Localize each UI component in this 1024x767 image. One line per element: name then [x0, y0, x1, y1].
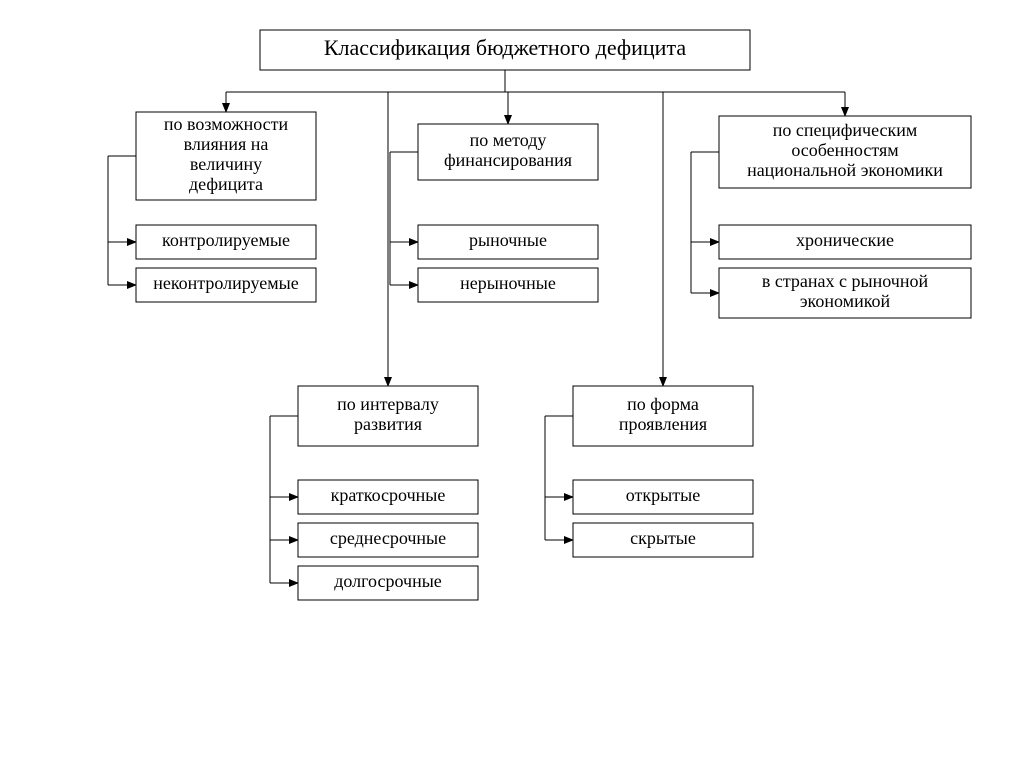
- svg-text:хронические: хронические: [796, 230, 894, 250]
- root-node: Классификация бюджетного дефицита: [260, 30, 750, 70]
- child-node: нерыночные: [418, 268, 598, 302]
- category-node: по возможностивлияния навеличинудефицита: [136, 112, 316, 200]
- child-node: контролируемые: [136, 225, 316, 259]
- child-node: среднесрочные: [298, 523, 478, 557]
- svg-text:рыночные: рыночные: [469, 230, 547, 250]
- category-node: по формапроявления: [573, 386, 753, 446]
- child-node: неконтролируемые: [136, 268, 316, 302]
- nodes-layer: Классификация бюджетного дефицита по возм…: [136, 30, 971, 600]
- category-node: по специфическимособенностямнациональной…: [719, 116, 971, 188]
- child-node: скрытые: [573, 523, 753, 557]
- svg-text:контролируемые: контролируемые: [162, 230, 290, 250]
- svg-text:Классификация бюджетного дефиц: Классификация бюджетного дефицита: [324, 35, 686, 60]
- child-node: хронические: [719, 225, 971, 259]
- category-node: по методуфинансирования: [418, 124, 598, 180]
- child-node: краткосрочные: [298, 480, 478, 514]
- child-node: в странах с рыночнойэкономикой: [719, 268, 971, 318]
- svg-text:скрытые: скрытые: [630, 528, 696, 548]
- child-node: открытые: [573, 480, 753, 514]
- svg-text:нерыночные: нерыночные: [460, 273, 556, 293]
- svg-text:среднесрочные: среднесрочные: [330, 528, 446, 548]
- svg-text:по формапроявления: по формапроявления: [619, 394, 707, 434]
- child-node: рыночные: [418, 225, 598, 259]
- svg-text:неконтролируемые: неконтролируемые: [153, 273, 299, 293]
- svg-text:открытые: открытые: [626, 485, 700, 505]
- child-node: долгосрочные: [298, 566, 478, 600]
- svg-text:долгосрочные: долгосрочные: [334, 571, 442, 591]
- svg-text:краткосрочные: краткосрочные: [331, 485, 446, 505]
- category-node: по интервалуразвития: [298, 386, 478, 446]
- classification-diagram: Классификация бюджетного дефицита по возм…: [0, 0, 1024, 767]
